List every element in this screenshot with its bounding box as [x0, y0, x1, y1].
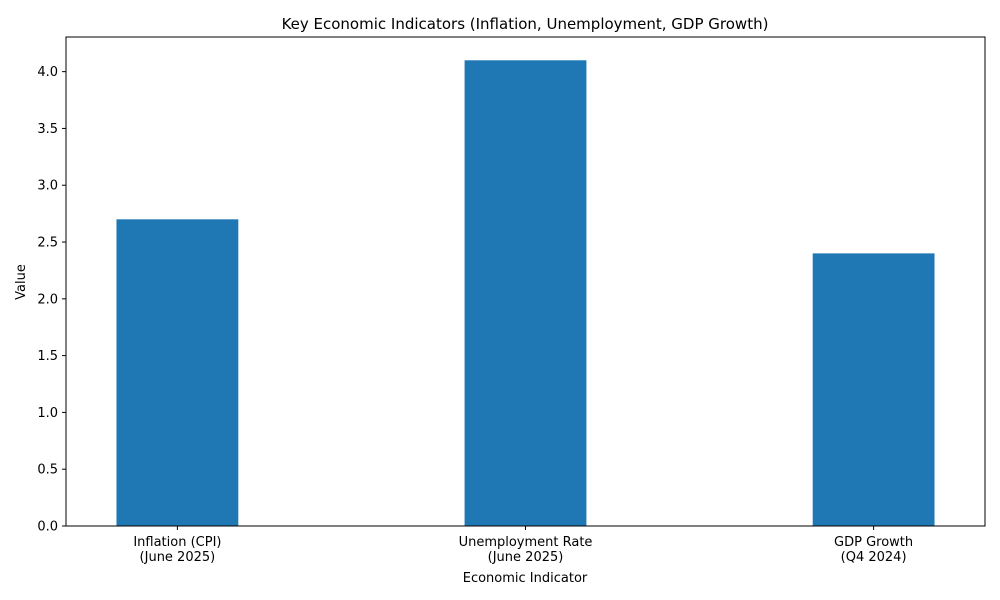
y-tick-label: 2.5: [37, 236, 58, 251]
x-tick-label-line: Inflation (CPI): [133, 535, 221, 550]
y-tick-label: 3.0: [37, 179, 58, 194]
bars-group: [116, 60, 935, 527]
y-axis-label: Value: [14, 264, 29, 300]
x-tick-label-line: (June 2025): [140, 550, 216, 565]
x-tick-label: Inflation (CPI) (June 2025): [133, 535, 221, 565]
y-tick-label: 0.0: [37, 520, 58, 535]
y-axis-ticks: 0.0 0.5 1.0 1.5 2.0 2.5 3.0 3.5 4.0: [37, 65, 66, 535]
y-tick-label: 4.0: [37, 65, 58, 80]
x-tick-label-line: (June 2025): [488, 550, 564, 565]
x-tick-label: GDP Growth (Q4 2024): [834, 535, 913, 565]
plot-frame: [65, 36, 986, 527]
bar-1: [464, 60, 587, 527]
y-tick-label: 0.5: [37, 463, 58, 478]
bar-0: [116, 219, 239, 526]
y-tick-label: 2.0: [37, 292, 58, 307]
x-tick-label: Unemployment Rate (June 2025): [459, 535, 593, 565]
x-axis-label: Economic Indicator: [463, 571, 588, 586]
x-tick-label-line: GDP Growth: [834, 535, 913, 550]
y-tick-label: 1.5: [37, 349, 58, 364]
y-tick-label: 1.0: [37, 406, 58, 421]
x-axis-ticks: Inflation (CPI) (June 2025)Unemployment R…: [133, 526, 913, 565]
chart-title: Key Economic Indicators (Inflation, Unem…: [282, 15, 769, 33]
x-tick-label-line: Unemployment Rate: [459, 535, 593, 550]
bar-2: [812, 253, 935, 526]
x-tick-label-line: (Q4 2024): [841, 550, 907, 565]
y-tick-label: 3.5: [37, 122, 58, 137]
